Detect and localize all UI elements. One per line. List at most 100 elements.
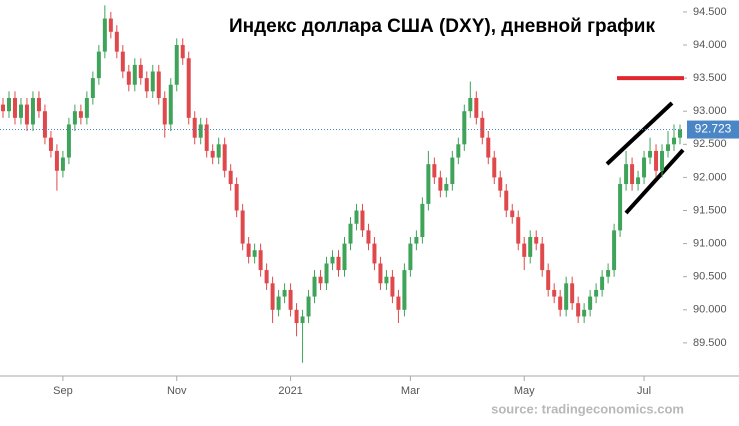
candle-body <box>270 283 275 310</box>
x-tick-label: Jul <box>637 385 651 397</box>
candle-body <box>132 64 137 85</box>
candle-body <box>444 184 449 191</box>
source: source: tradingeconomics.com <box>491 401 684 416</box>
candle-body <box>600 276 605 290</box>
candle-body <box>72 111 77 125</box>
candle-body <box>252 250 257 257</box>
candle-body <box>36 97 41 112</box>
candle-body <box>6 97 11 112</box>
candle-body <box>498 177 503 191</box>
last-price-label: 92.723 <box>695 122 732 136</box>
candle-body <box>294 309 299 324</box>
candle-body <box>654 150 659 171</box>
candle-body <box>456 144 461 158</box>
candle-body <box>102 18 107 52</box>
candle-body <box>210 150 215 158</box>
candle-body <box>180 45 185 59</box>
candle-body <box>276 296 281 310</box>
candle-body <box>522 243 527 257</box>
candle-body <box>60 157 65 171</box>
candle-body <box>246 243 251 257</box>
candle-body <box>198 124 203 138</box>
channel-lower <box>624 148 685 215</box>
candle-body <box>348 223 353 244</box>
candle-body <box>90 78 95 98</box>
candle-body <box>12 97 17 118</box>
candle-body <box>396 296 401 310</box>
candle-body <box>630 164 635 185</box>
x-tick-label: Sep <box>53 385 73 397</box>
candle-body <box>186 58 191 118</box>
candle-body <box>18 104 23 118</box>
candle-body <box>618 184 623 231</box>
candle-body <box>636 177 641 185</box>
candle-body <box>492 157 497 178</box>
candle-body <box>462 111 467 145</box>
candle-body <box>66 124 71 158</box>
candle-body <box>222 144 227 171</box>
candle-body <box>468 97 473 112</box>
candle-body <box>372 243 377 264</box>
candle-body <box>606 270 611 277</box>
candle-body <box>672 137 677 145</box>
candle-body <box>312 276 317 297</box>
y-tick-label: 94.000 <box>693 39 727 51</box>
candle-body <box>516 217 521 244</box>
candle-body <box>174 45 179 85</box>
candle-body <box>408 243 413 271</box>
candle-body <box>612 230 617 271</box>
y-tick-label: 91.000 <box>693 238 727 250</box>
candle-body <box>480 117 485 138</box>
candle-body <box>42 111 47 138</box>
candle-body <box>54 150 59 171</box>
candle-body <box>84 97 89 118</box>
candle-body <box>204 124 209 151</box>
candle-body <box>354 210 359 224</box>
candle-body <box>576 303 581 317</box>
candle-body <box>324 263 329 284</box>
candle-body <box>558 296 563 310</box>
last-price-box <box>687 120 739 139</box>
candle-body <box>528 236 533 257</box>
candle-body <box>24 104 29 125</box>
y-tick-label: 94.500 <box>693 6 727 18</box>
candle-body <box>264 270 269 284</box>
candle-body <box>114 31 119 52</box>
candle-body <box>402 270 407 310</box>
candle-body <box>426 164 431 204</box>
candle-body <box>306 296 311 317</box>
x-tick-label: May <box>514 385 535 397</box>
candle-body <box>282 289 287 297</box>
candle-body <box>48 137 53 151</box>
candle-body <box>318 276 323 284</box>
candle-body <box>144 78 149 92</box>
candle-body <box>330 256 335 264</box>
candle-body <box>156 71 161 98</box>
candle-body <box>336 256 341 271</box>
candle-body <box>534 236 539 244</box>
candle-body <box>258 250 263 271</box>
candle-body <box>648 150 653 158</box>
candle-body <box>414 236 419 244</box>
candle-body <box>678 129 683 138</box>
x-tick-label: 2021 <box>278 385 302 397</box>
candle-body <box>588 296 593 310</box>
candle-body <box>96 51 101 79</box>
candle-body <box>546 270 551 290</box>
candle-body <box>564 283 569 310</box>
candle-body <box>486 137 491 158</box>
candle-body <box>594 289 599 297</box>
candle-body <box>150 71 155 92</box>
y-tick-label: 90.000 <box>693 304 727 316</box>
candle-body <box>240 210 245 244</box>
candle-body <box>234 184 239 211</box>
candle-body <box>552 289 557 297</box>
candle-body <box>108 18 113 32</box>
candle-body <box>570 283 575 304</box>
candle-body <box>228 170 233 185</box>
candle-body <box>582 309 587 317</box>
candle-body <box>366 230 371 244</box>
y-tick-label: 90.500 <box>693 271 727 283</box>
candle-body <box>216 144 221 158</box>
